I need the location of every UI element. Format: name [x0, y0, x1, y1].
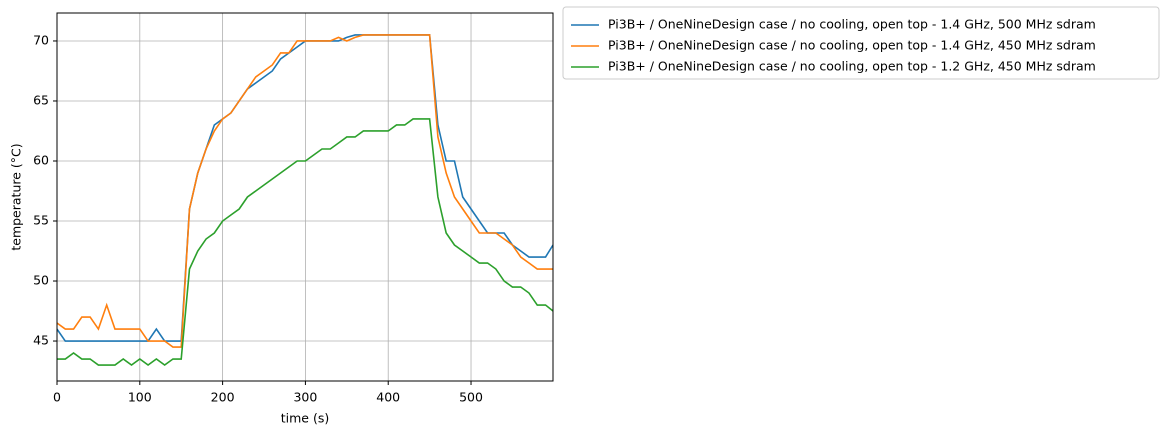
y-tick-label: 65	[33, 92, 49, 107]
series-line	[57, 34, 553, 342]
x-tick-label: 300	[293, 390, 317, 405]
series-line	[57, 34, 553, 348]
y-tick-label: 45	[33, 333, 49, 348]
x-tick-label: 100	[128, 390, 152, 405]
y-tick-label: 70	[33, 32, 49, 47]
y-tick-label: 50	[33, 273, 49, 288]
legend-box	[562, 6, 1160, 80]
x-axis-label: time (s)	[281, 411, 329, 426]
legend-label: Pi3B+ / OneNineDesign case / no cooling,…	[608, 17, 1096, 32]
x-tick-label: 200	[211, 390, 235, 405]
legend-label: Pi3B+ / OneNineDesign case / no cooling,…	[608, 38, 1096, 53]
y-axis-label: temperature (°C)	[9, 143, 24, 250]
x-tick-label: 400	[376, 390, 400, 405]
plot-frame	[56, 12, 554, 382]
y-tick-label: 55	[33, 213, 49, 228]
y-tick-label: 60	[33, 152, 49, 167]
x-tick-label: 0	[53, 390, 61, 405]
legend-label: Pi3B+ / OneNineDesign case / no cooling,…	[608, 59, 1096, 74]
series-line	[57, 118, 553, 367]
x-tick-label: 500	[459, 390, 483, 405]
